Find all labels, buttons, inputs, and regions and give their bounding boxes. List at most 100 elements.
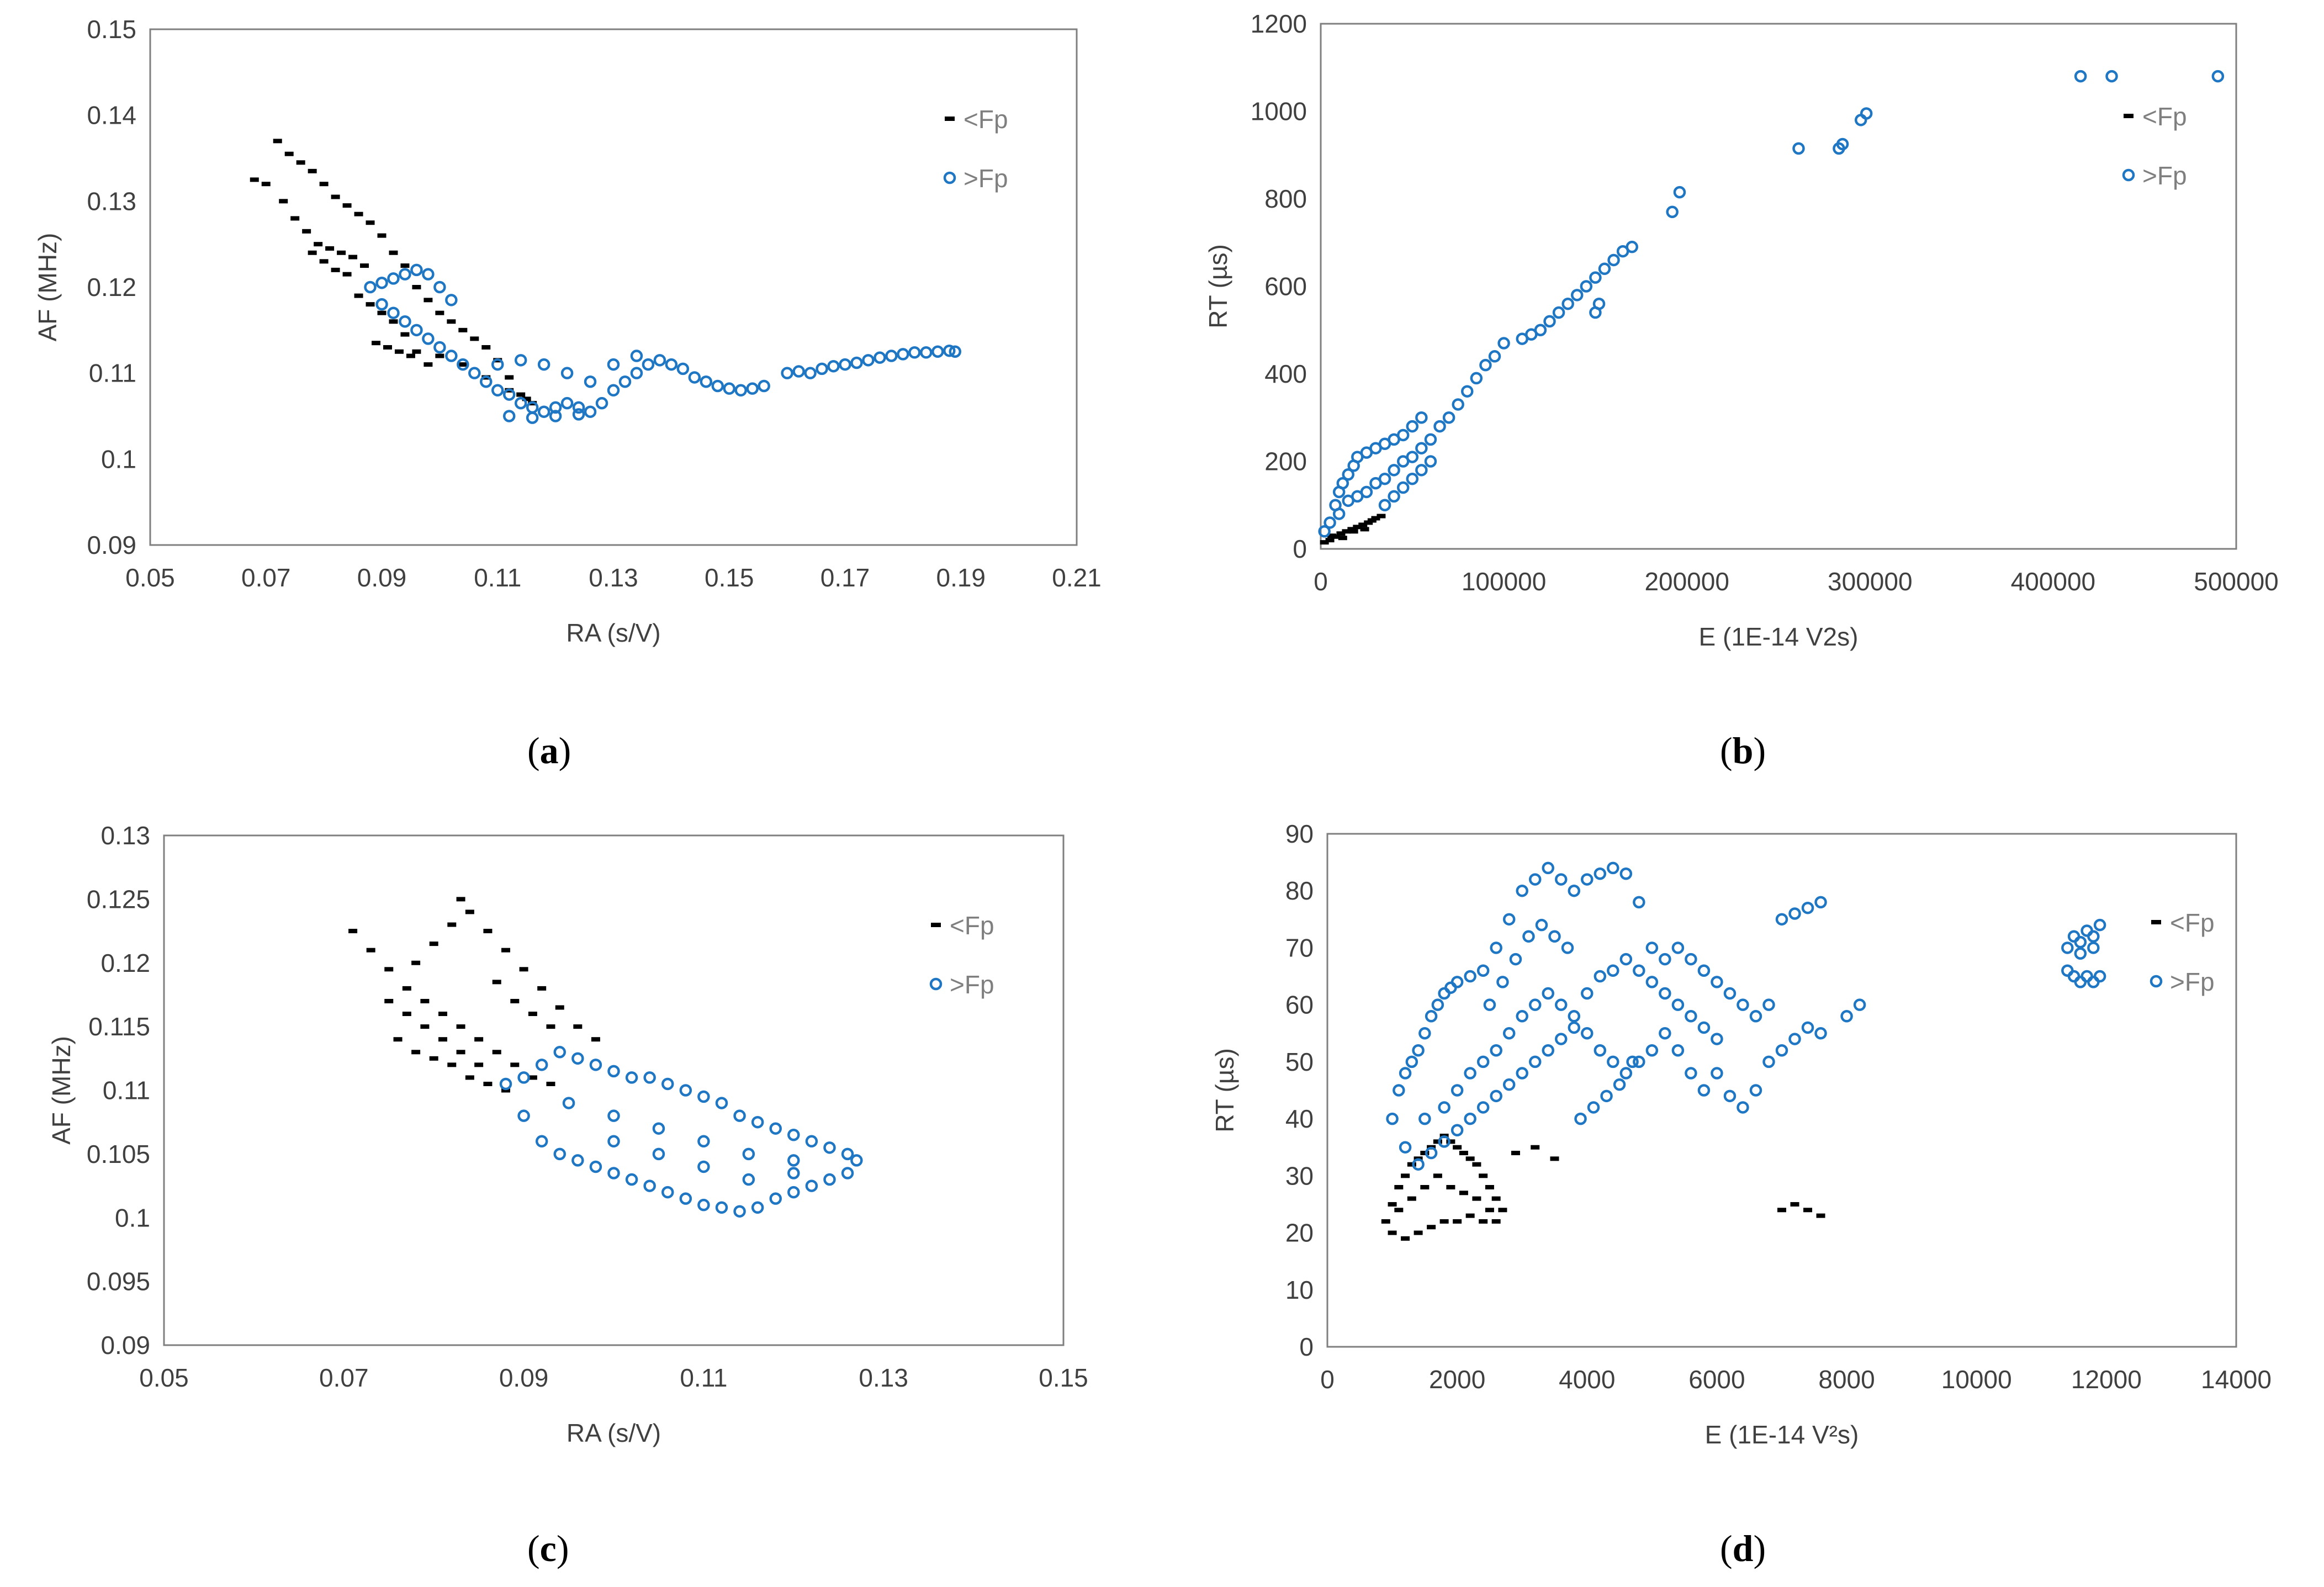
data-point xyxy=(400,332,410,337)
x-tick-label: 0.07 xyxy=(319,1363,369,1392)
data-point xyxy=(491,384,504,397)
data-point xyxy=(383,345,392,350)
data-point xyxy=(751,1115,764,1129)
data-point xyxy=(2087,941,2100,954)
data-point xyxy=(1394,1184,1404,1189)
data-point xyxy=(652,1122,665,1135)
series-below-fp xyxy=(348,897,600,1093)
data-point xyxy=(931,345,944,358)
data-point xyxy=(1433,1139,1442,1144)
data-point xyxy=(618,375,632,388)
data-point xyxy=(700,375,713,388)
data-point xyxy=(1555,998,1568,1011)
data-point xyxy=(429,1056,438,1061)
data-point xyxy=(1711,976,1723,988)
x-tick-label: 0.11 xyxy=(680,1363,727,1392)
data-point xyxy=(314,242,323,247)
y-tick-label: 80 xyxy=(1285,876,1314,905)
data-point xyxy=(1497,337,1510,350)
data-point xyxy=(519,967,528,972)
data-point xyxy=(528,1012,537,1017)
data-point xyxy=(1659,1027,1671,1040)
x-tick-label: 0.15 xyxy=(1039,1363,1088,1392)
data-point xyxy=(1498,1208,1507,1213)
data-point xyxy=(1336,531,1346,536)
data-point xyxy=(2074,947,2087,960)
data-point xyxy=(1561,297,1574,310)
y-tick-label: 0.12 xyxy=(87,273,136,301)
data-point xyxy=(526,411,539,424)
data-point xyxy=(447,1062,457,1067)
data-point xyxy=(787,1186,800,1199)
data-point xyxy=(1645,1044,1659,1057)
data-point xyxy=(1535,918,1548,932)
legend-label-below-fp: <Fp xyxy=(2170,908,2215,937)
plot-frame xyxy=(149,28,1078,546)
data-point xyxy=(591,1037,600,1042)
data-point xyxy=(1594,970,1607,983)
data-point xyxy=(1671,1044,1685,1057)
data-point xyxy=(1377,514,1386,519)
data-point xyxy=(505,375,514,380)
data-point xyxy=(1685,1067,1697,1080)
data-point xyxy=(1446,1139,1455,1144)
data-point xyxy=(697,1198,710,1212)
data-point xyxy=(1320,540,1329,545)
data-point xyxy=(584,405,597,418)
data-point xyxy=(1659,953,1671,966)
x-tick-label: 0.21 xyxy=(1052,563,1102,592)
data-point xyxy=(1762,998,1775,1011)
data-point xyxy=(342,203,352,208)
data-point xyxy=(1485,1184,1494,1189)
data-point xyxy=(325,246,335,251)
data-point xyxy=(560,367,574,379)
data-point xyxy=(562,1097,575,1109)
y-axis-label: RT (µs) xyxy=(1204,244,1232,329)
data-point xyxy=(1450,1124,1464,1137)
data-point xyxy=(537,358,550,371)
data-point xyxy=(679,1084,692,1097)
data-point xyxy=(607,1167,620,1179)
data-point xyxy=(652,1147,665,1161)
data-point xyxy=(630,350,643,362)
x-tick-label: 0.07 xyxy=(241,563,291,592)
chart-c: 0.05 0.07 0.09 0.11 0.13 0.15 0.09 0.095 0.1 0.10… xyxy=(47,821,1088,1447)
data-point xyxy=(908,346,921,359)
panel-label-c: (c) xyxy=(527,1527,569,1569)
y-tick-label: 400 xyxy=(1264,359,1307,388)
data-point xyxy=(1860,107,1873,120)
data-point xyxy=(1502,1078,1516,1091)
data-point xyxy=(2074,935,2087,949)
data-point xyxy=(1594,1044,1607,1057)
data-point xyxy=(653,354,666,367)
data-point xyxy=(457,358,469,371)
data-point xyxy=(1490,941,1502,954)
data-point xyxy=(1438,1135,1450,1148)
data-point xyxy=(1528,998,1542,1011)
data-point xyxy=(360,263,369,268)
data-point xyxy=(1401,1173,1410,1178)
x-tick-label: 0.13 xyxy=(859,1363,908,1392)
data-point xyxy=(468,367,481,379)
x-tick-label: 0.09 xyxy=(357,563,407,592)
data-point xyxy=(805,1135,818,1148)
data-point xyxy=(1491,1219,1501,1224)
data-point xyxy=(607,384,620,397)
data-point xyxy=(862,354,875,367)
data-point xyxy=(1325,538,1335,543)
y-tick-label: 90 xyxy=(1285,819,1314,848)
y-tick-label: 0.11 xyxy=(103,1076,150,1105)
data-point xyxy=(787,1167,800,1179)
legend-marker-above-fp xyxy=(2150,975,2163,988)
data-point xyxy=(375,276,388,289)
y-tick-label: 0.125 xyxy=(87,885,150,913)
data-point xyxy=(1645,976,1659,988)
data-point xyxy=(375,298,388,311)
data-point xyxy=(676,362,690,375)
data-point xyxy=(1607,861,1619,875)
data-point xyxy=(364,281,377,294)
data-point xyxy=(348,255,358,260)
data-point xyxy=(1552,306,1565,319)
data-point xyxy=(308,168,317,173)
